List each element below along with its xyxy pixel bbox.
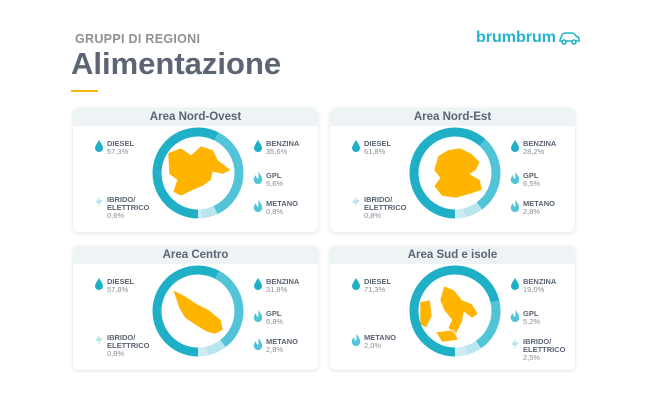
legend-label: GPL 6,8% (266, 309, 284, 326)
legend-label: DIESEL 61,8% (364, 139, 392, 156)
legend-value: 0,8% (266, 207, 284, 216)
donut-segment-benzina (213, 132, 244, 215)
drop-icon (510, 140, 520, 152)
legend-value: 28,2% (523, 147, 545, 156)
card-title: Area Nord-Ovest (73, 108, 318, 126)
legend-value: 0,8% (364, 211, 382, 220)
legend-label: BENZINA 31,8% (266, 277, 300, 294)
donut-segment-metano (199, 346, 209, 357)
legend-value: 19,0% (523, 285, 545, 294)
flame-icon (253, 172, 263, 184)
card-area-centro: Area Centro DIESEL 57,8% IBRIDO/ELETTRICO 0,… (73, 246, 318, 370)
legend-label: GPL 5,6% (266, 171, 284, 188)
donut-chart (409, 265, 501, 357)
legend-label: METANO 2,0% (364, 333, 396, 350)
donut-chart (152, 127, 244, 219)
legend-value: 5,6% (266, 179, 284, 188)
donut-segment-diesel (152, 127, 219, 219)
flame-icon (510, 172, 520, 184)
legend-label: IBRIDO/ELETTRICO 2,5% (523, 337, 566, 362)
card-area-nord-ovest: Area Nord-Ovest DIESEL 57,3% IBRIDO/ELETTRI… (73, 108, 318, 232)
donut-segment-gpl (465, 340, 482, 355)
region-map (172, 289, 224, 335)
accent-rule (71, 90, 98, 92)
legend-value: 61,8% (364, 147, 386, 156)
legend-value: 2,8% (266, 345, 284, 354)
card-area-sud-e-isole: Area Sud e isole DIESEL 71,3% METANO 2,0% BEN… (330, 246, 575, 370)
legend-label: BENZINA 19,0% (523, 277, 557, 294)
flame-icon (510, 200, 520, 212)
card-title: Area Sud e isole (330, 246, 575, 264)
legend-label: METANO 2,8% (523, 199, 555, 216)
legend-value: 2,0% (364, 341, 382, 350)
donut-chart (152, 265, 244, 357)
drop-icon (351, 140, 361, 152)
flame-icon (510, 310, 520, 322)
legend-value: 6,5% (523, 179, 541, 188)
bolt-icon (94, 334, 104, 346)
flame-icon (253, 338, 263, 350)
legend-label: BENZINA 28,2% (523, 139, 557, 156)
legend-value: 2,8% (523, 207, 541, 216)
donut-segment-gpl (201, 205, 218, 219)
donut-segment-diesel (409, 265, 500, 357)
flame-icon (253, 200, 263, 212)
legend-value: 31,8% (266, 285, 288, 294)
supertitle: GRUPPI DI REGIONI (75, 32, 201, 46)
flame-icon (253, 310, 263, 322)
legend-value: 71,3% (364, 285, 386, 294)
drop-icon (94, 140, 104, 152)
legend-label: METANO 2,8% (266, 337, 298, 354)
legend-label: GPL 5,2% (523, 309, 541, 326)
region-map (433, 147, 483, 199)
legend-value: 57,8% (107, 285, 129, 294)
legend-label: GPL 6,5% (523, 171, 541, 188)
legend-label: DIESEL 57,8% (107, 277, 135, 294)
logo-text: brumbrum (476, 29, 556, 46)
legend-value: 57,3% (107, 147, 129, 156)
bolt-icon (94, 196, 104, 208)
legend-value: 35,6% (266, 147, 288, 156)
donut-segment-diesel (409, 127, 486, 219)
legend-value: 0,6% (107, 211, 125, 220)
card-title: Area Centro (73, 246, 318, 264)
card-title: Area Nord-Est (330, 108, 575, 126)
legend-label: BENZINA 35,6% (266, 139, 300, 156)
legend-label: DIESEL 57,3% (107, 139, 135, 156)
donut-chart (409, 127, 501, 219)
bolt-icon (510, 338, 520, 350)
donut-segment-ibrido-elettrico (459, 346, 468, 357)
drop-icon (351, 278, 361, 290)
region-map (419, 285, 479, 343)
legend-label: IBRIDO/ELETTRICO 0,8% (364, 195, 407, 220)
legend-value: 6,8% (266, 317, 284, 326)
legend-label: IBRIDO/ELETTRICO 0,6% (107, 195, 150, 220)
drop-icon (510, 278, 520, 290)
drop-icon (94, 278, 104, 290)
donut-segment-gpl (462, 202, 482, 218)
flame-icon (351, 334, 361, 346)
donut-segment-metano (456, 208, 466, 219)
logo: brumbrum (476, 29, 580, 47)
legend-value: 2,5% (523, 353, 541, 362)
drop-icon (253, 140, 263, 152)
region-map (167, 145, 232, 197)
legend-label: DIESEL 71,3% (364, 277, 392, 294)
legend-label: IBRIDO/ELETTRICO 0,8% (107, 333, 150, 358)
donut-segment-diesel (152, 265, 220, 357)
car-icon (559, 32, 580, 45)
donut-segment-benzina (215, 270, 244, 348)
drop-icon (253, 278, 263, 290)
legend-label: METANO 0,8% (266, 199, 298, 216)
page-title: Alimentazione (71, 46, 282, 81)
donut-segment-gpl (205, 339, 226, 356)
donut-segment-benzina (475, 300, 501, 349)
legend-value: 5,2% (523, 317, 541, 326)
bolt-icon (351, 196, 361, 208)
legend-value: 0,8% (107, 349, 125, 358)
donut-segment-benzina (476, 139, 501, 210)
card-area-nord-est: Area Nord-Est DIESEL 61,8% IBRIDO/ELETTRICO… (330, 108, 575, 232)
